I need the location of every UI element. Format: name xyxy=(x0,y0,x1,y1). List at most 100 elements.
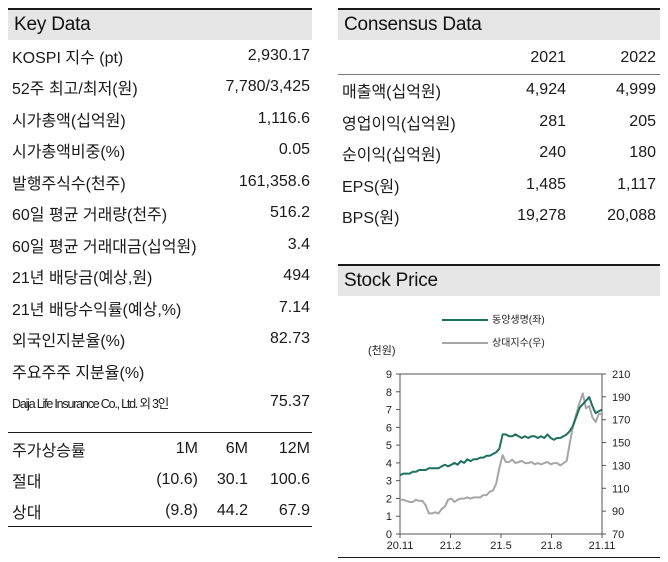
consensus-label: EPS(원) xyxy=(342,178,400,196)
price-change-label: 상대 xyxy=(12,504,42,522)
right-tick-label: 130 xyxy=(612,460,630,472)
price-change-cell: (10.6) xyxy=(156,470,198,488)
left-tick-label: 3 xyxy=(386,476,392,488)
key-data-panel: Key Data KOSPI 지수 (pt) 2,930.17 52주 최고/최저… xyxy=(8,8,312,527)
key-data-row: 21년 배당수익률(예상,%) 7.14 xyxy=(8,292,312,324)
series-line-secondary xyxy=(400,392,602,515)
key-data-value: 0.05 xyxy=(278,141,310,159)
stock-price-chart-svg: 0 1 2 3 4 5 6 7 8 9 70 90 110 130 150 170 190 210 20.11 21.… xyxy=(368,314,630,552)
plot-frame xyxy=(399,373,603,535)
left-tick-label: 1 xyxy=(386,511,392,523)
price-change-cell: 30.1 xyxy=(216,470,248,488)
price-change-cell: (9.8) xyxy=(165,501,198,519)
consensus-cell: 281 xyxy=(539,112,566,130)
chart-legend: 동양생명(좌) 상대지수(우) xyxy=(442,314,545,349)
key-data-row: 60일 평균 거래대금(십억원) 3.4 xyxy=(8,229,312,261)
key-data-label: 21년 배당수익률(예상,%) xyxy=(12,301,182,319)
consensus-label: 매출액(십억원) xyxy=(342,84,441,102)
key-data-label: 21년 배당금(예상,원) xyxy=(12,270,153,288)
consensus-label: BPS(원) xyxy=(342,210,400,228)
key-data-label: KOSPI 지수 (pt) xyxy=(12,49,124,67)
key-data-row: KOSPI 지수 (pt) 2,930.17 xyxy=(8,40,312,72)
key-data-row: 발행주식수(천주) 161,358.6 xyxy=(8,166,312,198)
right-tick-label: 70 xyxy=(612,529,624,541)
key-data-label: 60일 평균 거래량(천주) xyxy=(12,207,168,225)
price-change-cell: 44.2 xyxy=(216,501,248,519)
consensus-title: Consensus Data xyxy=(338,8,660,40)
price-change-table: 주가상승률 1M 6M 12M 절대 (10.6) 30.1 100.6 상대 … xyxy=(8,433,312,526)
consensus-table: 2021 2022 xyxy=(338,42,660,74)
left-tick-label: 6 xyxy=(386,422,392,434)
key-data-label: Daija Life Insurance Co., Ltd. 외 3인 xyxy=(12,396,169,411)
consensus-year-header: 2021 xyxy=(530,48,566,66)
key-data-value: 1,116.6 xyxy=(257,109,310,127)
key-data-value: 82.73 xyxy=(269,330,310,348)
chart-unit-label: (천원) xyxy=(368,343,396,357)
key-data-row: 21년 배당금(예상,원) 494 xyxy=(8,261,312,293)
key-data-label: 외국인지분율(%) xyxy=(12,333,126,351)
divider xyxy=(338,73,660,75)
price-change-cell: 67.9 xyxy=(278,501,310,519)
stock-price-chart: 0 1 2 3 4 5 6 7 8 9 70 90 110 130 150 170 190 210 20.11 21.… xyxy=(338,296,660,555)
key-data-row: 52주 최고/최저(원) 7,780/3,425 xyxy=(8,72,312,104)
consensus-label: 순이익(십억원) xyxy=(342,147,441,165)
key-data-value: 3.4 xyxy=(287,235,310,253)
key-data-value: 7.14 xyxy=(278,298,310,316)
left-tick-label: 2 xyxy=(386,493,392,505)
consensus-cell: 180 xyxy=(629,144,656,162)
key-data-label: 주요주주 지분율(%) xyxy=(12,364,145,382)
key-data-label: 60일 평균 거래대금(십억원) xyxy=(12,238,197,256)
key-data-row: 시가총액(십억원) 1,116.6 xyxy=(8,103,312,135)
right-tick-label: 170 xyxy=(612,415,630,427)
left-tick-label: 5 xyxy=(386,440,392,452)
stock-price-title: Stock Price xyxy=(338,264,660,296)
consensus-cell: 4,999 xyxy=(615,81,656,99)
key-data-label: 시가총액비중(%) xyxy=(12,144,126,162)
legend-label-primary: 동양생명(좌) xyxy=(492,314,545,326)
x-tick-label: 21.5 xyxy=(490,540,511,550)
left-tick-label: 8 xyxy=(386,387,392,399)
left-tick-label: 0 xyxy=(386,529,392,541)
right-tick-label: 150 xyxy=(612,438,630,450)
chart-lines xyxy=(399,392,603,515)
divider xyxy=(8,526,312,527)
key-data-row: 외국인지분율(%) 82.73 xyxy=(8,324,312,356)
divider xyxy=(8,432,312,433)
x-tick-label: 20.11 xyxy=(387,540,414,550)
x-tick-label: 21.2 xyxy=(440,540,461,550)
chart-axes: 0 1 2 3 4 5 6 7 8 9 70 90 110 130 150 170 190 210 20.11 21.… xyxy=(386,369,630,552)
key-data-value: 75.37 xyxy=(269,393,310,411)
consensus-year-header: 2022 xyxy=(620,48,656,66)
consensus-cell: 205 xyxy=(629,112,656,130)
consensus-header-blank xyxy=(338,42,478,74)
key-data-label: 52주 최고/최저(원) xyxy=(12,81,138,99)
left-tick-label: 4 xyxy=(386,458,392,470)
price-change-label: 절대 xyxy=(12,473,42,491)
key-data-row: Daija Life Insurance Co., Ltd. 외 3인 75.37 xyxy=(8,387,312,419)
key-data-row: 시가총액비중(%) 0.05 xyxy=(8,135,312,167)
right-tick-label: 90 xyxy=(612,506,624,518)
key-data-row: 주요주주 지분율(%) xyxy=(8,355,312,387)
key-data-value: 516.2 xyxy=(269,204,310,222)
key-data-value: 494 xyxy=(283,267,310,285)
consensus-cell: 20,088 xyxy=(607,207,656,225)
right-tick-label: 110 xyxy=(612,483,630,495)
consensus-cell: 1,117 xyxy=(617,175,656,193)
key-data-value: 7,780/3,425 xyxy=(225,78,310,96)
x-tick-label: 21.11 xyxy=(589,540,616,550)
price-change-header: 주가상승률 xyxy=(12,442,86,460)
key-data-value: 2,930.17 xyxy=(247,46,310,64)
divider xyxy=(338,557,660,558)
consensus-label: 영업이익(십억원) xyxy=(342,115,456,133)
key-data-table: KOSPI 지수 (pt) 2,930.17 52주 최고/최저(원) 7,780/… xyxy=(8,40,312,418)
x-tick-label: 21.8 xyxy=(541,540,562,550)
consensus-panel: Consensus Data 2021 2022 매출액(십억원) 4,924 … xyxy=(338,8,660,232)
consensus-cell: 4,924 xyxy=(525,81,566,99)
consensus-table-body: 매출액(십억원) 4,924 4,999 영업이익(십억원) 281 205 순… xyxy=(338,75,660,233)
consensus-cell: 240 xyxy=(539,144,566,162)
price-change-cell: 100.6 xyxy=(269,470,310,488)
left-tick-label: 7 xyxy=(386,405,392,417)
key-data-label: 시가총액(십억원) xyxy=(12,112,126,130)
price-change-header: 6M xyxy=(225,439,248,457)
consensus-cell: 19,278 xyxy=(517,207,566,225)
